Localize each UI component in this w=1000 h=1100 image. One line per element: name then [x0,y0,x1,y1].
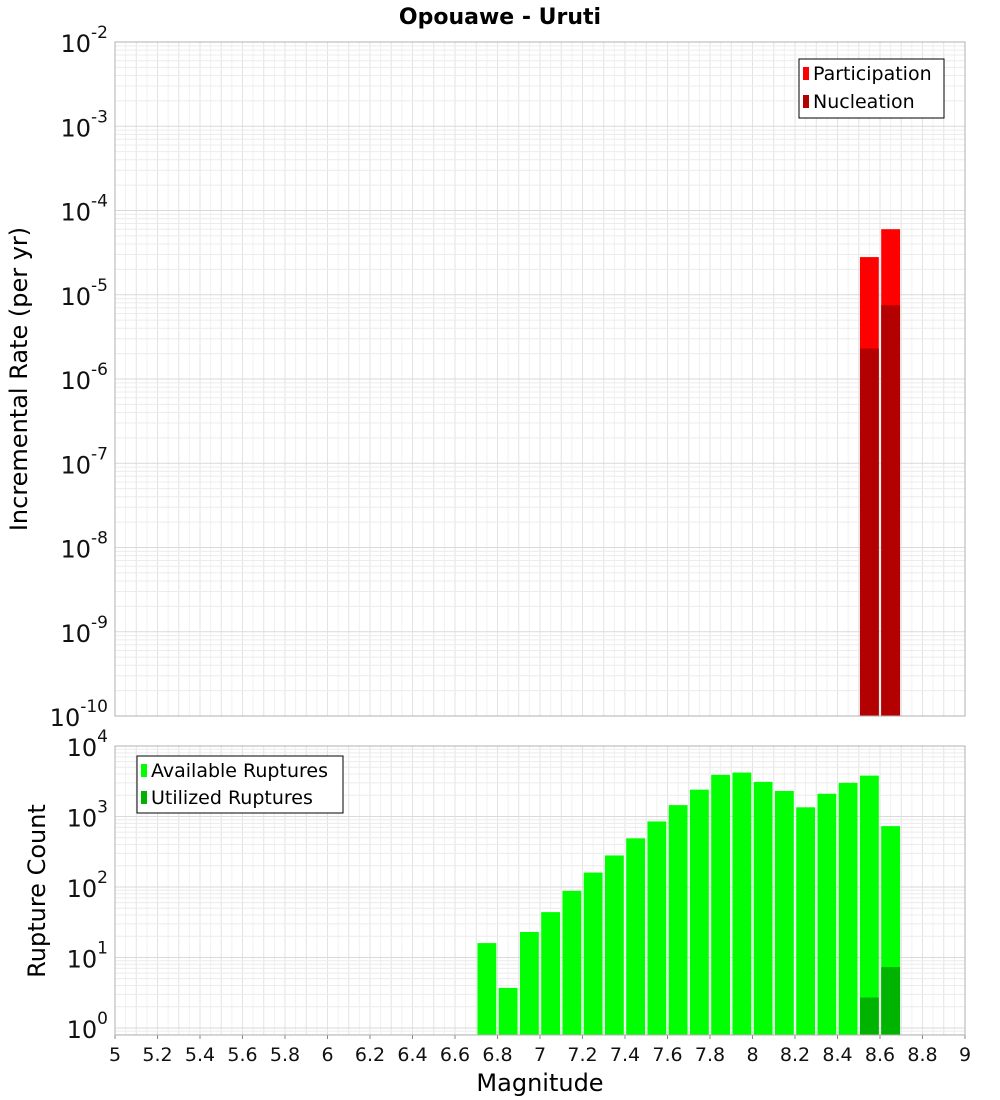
bottom-legend: Available Ruptures Utilized Ruptures [136,755,344,814]
y-tick-label: 10-10 [50,697,108,732]
bar-available-ruptures [477,943,497,1035]
bar-available-ruptures [838,782,858,1035]
y-tick-label: 104 [67,727,108,762]
bar-available-ruptures [753,781,773,1035]
x-tick-label: 7.8 [695,1044,725,1066]
y-tick-label: 102 [67,868,108,903]
bar-utilized-ruptures [859,997,879,1035]
bar-available-ruptures [604,855,624,1035]
bottom-legend-box [136,755,344,814]
y-tick-label: 10-2 [61,23,109,58]
y-tick-label: 10-3 [61,107,109,142]
legend-label-available-ruptures: Available Ruptures [151,760,328,782]
y-tick-label: 10-5 [61,276,109,311]
top-y-axis-label: Incremental Rate (per yr) [5,227,33,531]
y-tick-label: 10-7 [61,444,109,479]
x-tick-label: 6.8 [482,1044,512,1066]
x-axis-label: Magnitude [476,1069,603,1097]
legend-label-nucleation: Nucleation [813,91,915,113]
legend-label-utilized-ruptures: Utilized Ruptures [151,787,313,809]
bar-available-ruptures [519,931,539,1035]
y-tick-label: 10-6 [61,360,109,395]
bar-available-ruptures [562,890,582,1035]
legend-label-participation: Participation [813,63,932,85]
top-plot-border [114,41,966,717]
x-tick-label: 9 [959,1044,971,1066]
bar-available-ruptures [689,789,709,1035]
x-tick-label: 6.2 [355,1044,385,1066]
bar-available-ruptures [647,821,667,1035]
bottom-y-ticks: 104 103 102 101 100 [67,727,108,1044]
x-tick-label: 7.6 [652,1044,682,1066]
top-bars [859,229,901,717]
bottom-bars [477,772,901,1035]
bar-available-ruptures [796,807,816,1035]
legend-swatch-nucleation [803,95,809,108]
x-tick-label: 8 [746,1044,758,1066]
x-tick-label: 8.8 [907,1044,937,1066]
legend-swatch-participation [803,67,809,80]
bar-nucleation [859,348,879,716]
x-tick-label: 8.4 [822,1044,852,1066]
x-tick-label: 6.4 [397,1044,427,1066]
x-tick-label: 8.6 [865,1044,895,1066]
y-tick-label: 10-4 [61,192,109,227]
top-legend-box [798,58,945,119]
bar-available-ruptures [583,872,603,1035]
bar-available-ruptures [498,987,518,1035]
chart-title: Opouawe - Uruti [399,5,601,30]
y-tick-label: 101 [67,938,108,973]
x-tick-label: 5.2 [142,1044,172,1066]
y-tick-label: 10-8 [61,529,109,564]
top-legend: Participation Nucleation [798,58,945,119]
y-tick-label: 100 [67,1009,108,1044]
x-tick-label: 5.6 [227,1044,257,1066]
legend-swatch-utilized-ruptures [141,791,147,804]
x-tick-label: 8.2 [780,1044,810,1066]
bottom-plot-border [114,745,966,1036]
bottom-x-ticks: 5 5.2 5.4 5.6 5.8 6 6.2 6.4 6.6 6.8 7 7.2 7.4 7.6 7.8 8… [109,1035,971,1066]
bar-nucleation [881,305,901,716]
x-tick-label: 7.4 [610,1044,640,1066]
bar-available-ruptures [626,838,646,1035]
top-y-ticks: 10-2 10-3 10-4 10-5 10-6 10-7 10-8 10-9 10-10 [50,23,108,732]
top-grid [114,41,966,717]
x-tick-label: 6 [321,1044,333,1066]
bar-available-ruptures [668,805,688,1035]
bar-utilized-ruptures [881,967,901,1035]
bottom-y-axis-label: Rupture Count [23,804,51,978]
bar-available-ruptures [774,790,794,1035]
bar-available-ruptures [541,912,561,1035]
bar-available-ruptures [711,774,731,1035]
x-tick-label: 5.8 [270,1044,300,1066]
x-tick-label: 7 [534,1044,546,1066]
legend-swatch-available-ruptures [141,764,147,777]
bar-available-ruptures [732,772,752,1035]
x-tick-label: 5 [109,1044,121,1066]
y-tick-label: 103 [67,797,108,832]
x-tick-label: 6.6 [440,1044,470,1066]
bar-available-ruptures [817,793,837,1035]
y-tick-label: 10-9 [61,613,109,648]
x-tick-label: 5.4 [185,1044,215,1066]
x-tick-label: 7.2 [567,1044,597,1066]
bar-available-ruptures [859,775,879,1035]
